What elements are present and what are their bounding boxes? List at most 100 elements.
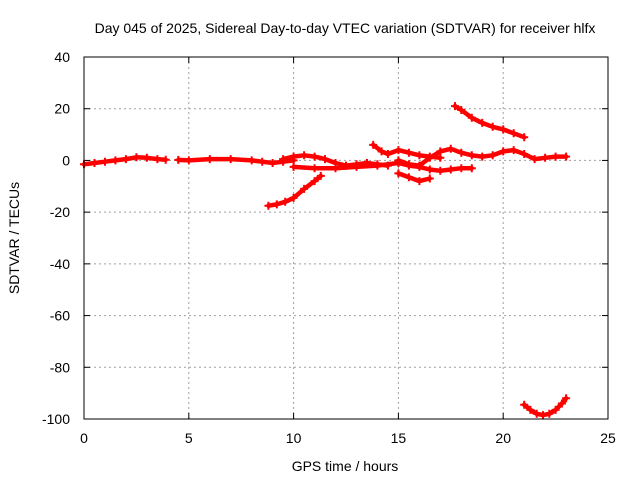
data-point — [539, 411, 547, 420]
data-point — [352, 162, 361, 171]
data-point — [509, 146, 518, 155]
data-point — [478, 152, 487, 161]
data-point — [264, 201, 273, 210]
x-tick-label: 15 — [391, 430, 407, 446]
data-point — [404, 160, 413, 169]
data-point — [310, 164, 319, 173]
data-point — [289, 193, 298, 202]
data-point — [369, 140, 378, 149]
data-point — [499, 147, 508, 156]
data-point — [532, 409, 541, 418]
data-point — [300, 151, 309, 160]
data-point — [520, 133, 529, 142]
data-point — [279, 155, 288, 164]
data-point — [545, 409, 554, 418]
x-tick-label: 5 — [185, 430, 193, 446]
data-point — [457, 148, 466, 157]
series-sat-i — [264, 171, 325, 210]
data-point — [557, 399, 566, 408]
data-point — [488, 151, 497, 160]
data-point — [425, 165, 434, 174]
data-point — [478, 118, 487, 127]
data-point — [316, 171, 325, 180]
data-point — [467, 164, 476, 173]
data-point — [300, 184, 309, 193]
data-point — [404, 173, 413, 182]
series-sat-a — [80, 153, 170, 169]
series-sat-f — [394, 144, 571, 170]
series-sat-b — [174, 155, 298, 167]
data-point — [142, 153, 151, 162]
data-point — [174, 155, 183, 164]
data-point — [526, 405, 535, 414]
x-axis-label: GPS time / hours — [292, 458, 399, 474]
y-tick-label: -100 — [42, 411, 70, 427]
data-point — [289, 152, 298, 161]
data-point — [394, 169, 403, 178]
data-point — [289, 162, 298, 171]
data-point — [247, 156, 256, 165]
y-tick-label: 0 — [62, 152, 70, 168]
data-point — [446, 165, 455, 174]
y-axis-label: SDTVAR / TECUs — [6, 182, 22, 294]
data-series — [80, 102, 571, 420]
data-point — [551, 405, 560, 414]
data-point — [310, 152, 319, 161]
data-point — [520, 150, 529, 158]
data-point — [415, 151, 424, 160]
data-point — [541, 153, 550, 162]
y-tick-label: -60 — [50, 308, 70, 324]
x-tick-label: 20 — [495, 430, 511, 446]
data-point — [373, 161, 382, 170]
y-tick-label: 40 — [54, 49, 70, 65]
data-point — [268, 159, 277, 167]
data-point — [310, 177, 319, 186]
data-point — [562, 152, 571, 161]
data-point — [436, 147, 445, 156]
y-tick-label: -40 — [50, 256, 70, 272]
data-point — [530, 155, 539, 164]
gridlines — [84, 57, 608, 419]
data-point — [205, 155, 214, 164]
x-tick-label: 25 — [600, 430, 616, 446]
y-tick-label: 20 — [54, 101, 70, 117]
data-point — [161, 155, 170, 164]
data-point — [272, 200, 281, 209]
data-point — [377, 147, 386, 156]
data-point — [457, 164, 466, 173]
chart-title: Day 045 of 2025, Sidereal Day-to-day VTE… — [95, 20, 596, 36]
data-point — [436, 166, 445, 175]
data-point — [415, 177, 424, 186]
data-point — [425, 174, 434, 183]
data-point — [132, 153, 141, 162]
data-point — [509, 129, 518, 138]
data-point — [446, 144, 455, 153]
data-point — [383, 150, 392, 158]
y-tick-label: -80 — [50, 359, 70, 375]
data-point — [394, 146, 403, 155]
data-point — [562, 394, 571, 403]
y-tick-label: -20 — [50, 204, 70, 220]
data-point — [520, 400, 529, 409]
series-line — [396, 171, 433, 184]
series-sat-j — [520, 394, 571, 420]
plot-frame — [83, 56, 609, 420]
series-line — [291, 160, 475, 174]
data-point — [499, 125, 508, 134]
data-point — [153, 155, 162, 164]
data-point — [394, 156, 403, 165]
data-point — [101, 157, 109, 166]
data-point — [415, 161, 424, 170]
data-point — [258, 157, 267, 166]
data-point — [404, 148, 413, 157]
series-sat-h — [451, 102, 529, 142]
data-point — [551, 152, 560, 161]
data-point — [184, 156, 193, 165]
data-point — [467, 151, 476, 160]
data-point — [226, 155, 235, 164]
data-point — [331, 164, 340, 173]
axis-ticks: 0 5 10 15 20 25 -100 -80 -60 -40 -20 0 20 40 — [42, 49, 616, 446]
x-tick-label: 0 — [80, 430, 88, 446]
series-sat-g — [394, 169, 434, 186]
